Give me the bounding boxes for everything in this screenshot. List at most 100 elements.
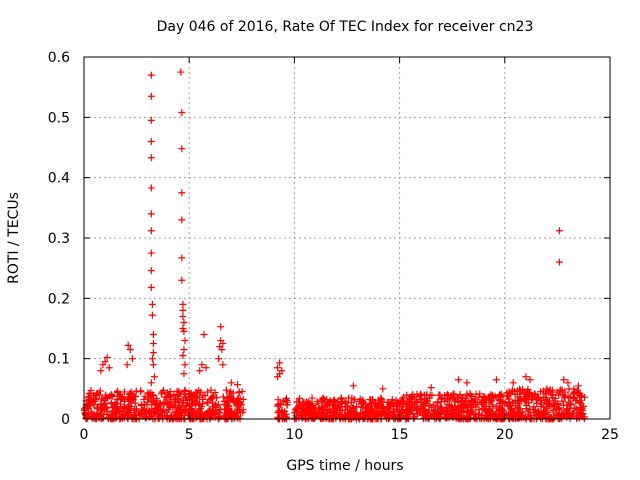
- data-point-dense: [420, 399, 428, 407]
- data-point-dense: [472, 403, 480, 411]
- data-point-dense: [421, 409, 429, 417]
- data-point-dense: [313, 398, 321, 406]
- data-point-dense: [128, 413, 136, 421]
- data-point: [218, 346, 226, 354]
- data-point-dense: [530, 403, 538, 411]
- data-point-dense: [478, 414, 486, 422]
- data-point-dense: [195, 400, 203, 408]
- data-point-dense: [545, 401, 553, 409]
- data-point: [147, 92, 155, 100]
- chart-title: Day 046 of 2016, Rate Of TEC Index for r…: [157, 19, 534, 35]
- x-tick-label: 0: [80, 427, 89, 443]
- data-point-dense: [576, 398, 584, 406]
- data-point-dense: [231, 399, 239, 407]
- data-point-dense: [549, 390, 557, 398]
- data-point-dense: [410, 414, 418, 422]
- data-point-dense: [141, 392, 149, 400]
- data-point-dense: [489, 401, 497, 409]
- data-point-dense: [524, 395, 532, 403]
- data-point-dense: [444, 391, 452, 399]
- data-point-dense: [87, 396, 95, 404]
- data-point-dense: [371, 410, 379, 418]
- data-point: [198, 361, 206, 369]
- data-point-dense: [488, 393, 496, 401]
- data-point: [147, 227, 155, 235]
- data-point-dense: [145, 390, 153, 398]
- data-point: [148, 300, 156, 308]
- data-point-dense: [514, 402, 522, 410]
- data-point: [455, 376, 463, 384]
- data-point-dense: [139, 411, 147, 419]
- data-point-dense: [507, 390, 515, 398]
- data-point-dense: [140, 395, 148, 403]
- data-point: [149, 340, 157, 348]
- data-point: [234, 381, 242, 389]
- data-point: [492, 376, 500, 384]
- data-point-dense: [369, 399, 377, 407]
- data-point-dense: [481, 394, 489, 402]
- data-point: [147, 154, 155, 162]
- data-point: [556, 227, 564, 235]
- data-point-dense: [563, 406, 571, 414]
- data-point-dense: [137, 408, 145, 416]
- data-point-dense: [318, 410, 326, 418]
- data-point-dense: [403, 414, 411, 422]
- plot-frame: [83, 56, 611, 420]
- data-point-dense: [227, 395, 235, 403]
- data-point-dense: [581, 393, 589, 401]
- data-point-dense: [205, 409, 213, 417]
- data-point-dense: [572, 397, 580, 405]
- x-tick-labels: 0 5 10 15 20 25: [80, 427, 619, 443]
- data-point-dense: [93, 414, 101, 422]
- data-point-dense: [113, 409, 121, 417]
- data-point-dense: [103, 410, 111, 418]
- data-point: [99, 361, 107, 369]
- data-point-dense: [302, 414, 310, 422]
- data-point-dense: [323, 414, 331, 422]
- data-point-dense: [539, 387, 547, 395]
- data-point-dense: [117, 400, 125, 408]
- data-point-dense: [162, 398, 170, 406]
- x-tick-label: 15: [391, 427, 409, 443]
- data-point-dense: [404, 408, 412, 416]
- data-point-dense: [126, 390, 134, 398]
- data-point-dense: [464, 407, 472, 415]
- data-point-dense: [456, 391, 464, 399]
- data-point-dense: [192, 388, 200, 396]
- data-point-dense: [506, 398, 514, 406]
- data-point-dense: [204, 388, 212, 396]
- data-point: [178, 109, 186, 117]
- data-point-dense: [191, 393, 199, 401]
- data-point-dense: [430, 407, 438, 415]
- data-point-dense: [568, 412, 576, 420]
- data-point: [181, 361, 189, 369]
- data-point-dense: [187, 391, 195, 399]
- data-point-dense: [334, 405, 342, 413]
- data-point-dense: [409, 403, 417, 411]
- data-point-dense: [118, 393, 126, 401]
- data-point: [276, 359, 284, 367]
- data-point-dense: [106, 392, 114, 400]
- data-point: [105, 364, 113, 372]
- data-point-dense: [560, 393, 568, 401]
- axis-ticks: [83, 56, 611, 420]
- data-points: [80, 68, 589, 423]
- data-point-dense: [292, 405, 300, 413]
- data-point-dense: [211, 409, 219, 417]
- data-point-dense: [458, 403, 466, 411]
- data-point-dense: [475, 410, 483, 418]
- data-point-dense: [160, 406, 168, 414]
- data-point-dense: [175, 388, 183, 396]
- data-point-dense: [176, 389, 184, 397]
- data-point-dense: [519, 385, 527, 393]
- data-point: [463, 379, 471, 387]
- data-point-dense: [449, 414, 457, 422]
- data-point-dense: [486, 396, 494, 404]
- data-point: [196, 367, 204, 375]
- data-point-dense: [327, 412, 335, 420]
- data-point-dense: [180, 397, 188, 405]
- data-point: [177, 68, 185, 76]
- data-point-dense: [131, 392, 139, 400]
- data-point-dense: [143, 401, 151, 409]
- data-point-dense: [103, 403, 111, 411]
